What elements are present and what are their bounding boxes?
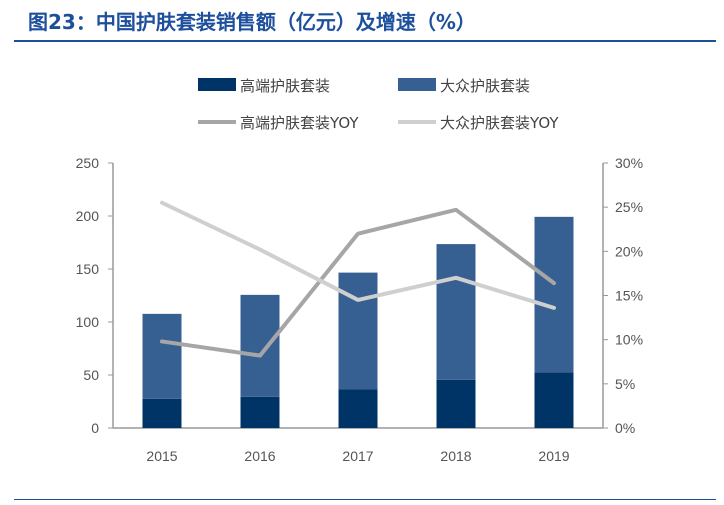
left-tick-label: 0 — [91, 420, 99, 436]
bar-premium — [534, 372, 574, 428]
title-rule — [14, 40, 716, 42]
legend-swatch — [398, 78, 436, 91]
x-tick-label: 2019 — [538, 448, 569, 464]
right-tick-label: 20% — [615, 243, 643, 259]
bar-premium — [436, 379, 476, 428]
chart-title: 图23：中国护肤套装销售额（亿元）及增速（%） — [28, 10, 476, 34]
right-tick-label: 30% — [615, 155, 643, 171]
right-tick-label: 25% — [615, 199, 643, 215]
right-tick-label: 5% — [615, 376, 635, 392]
bar-premium — [338, 389, 378, 428]
left-tick-label: 200 — [76, 208, 100, 224]
x-tick-label: 2017 — [342, 448, 373, 464]
legend-label: 高端护肤套装 — [240, 77, 330, 95]
right-tick-label: 15% — [615, 288, 643, 304]
left-tick-label: 100 — [76, 314, 100, 330]
bar-mass — [534, 216, 574, 373]
bottom-rule — [14, 499, 716, 500]
legend-label: 高端护肤套装YOY — [240, 114, 359, 132]
legend-label: 大众护肤套装 — [440, 77, 530, 95]
right-tick-label: 10% — [615, 332, 643, 348]
right-tick-label: 0% — [615, 420, 635, 436]
bar-premium — [240, 396, 280, 428]
bar-premium — [142, 398, 182, 428]
x-tick-label: 2018 — [440, 448, 471, 464]
left-tick-label: 150 — [76, 261, 100, 277]
bar-mass — [436, 244, 476, 380]
left-tick-label: 50 — [83, 367, 99, 383]
legend-label: 大众护肤套装YOY — [440, 114, 559, 132]
legend-swatch — [198, 78, 236, 91]
left-tick-label: 250 — [76, 155, 100, 171]
x-tick-label: 2015 — [146, 448, 177, 464]
bar-mass — [142, 313, 182, 399]
x-tick-label: 2016 — [244, 448, 275, 464]
bar-mass — [338, 272, 378, 390]
bar-mass — [240, 294, 280, 397]
